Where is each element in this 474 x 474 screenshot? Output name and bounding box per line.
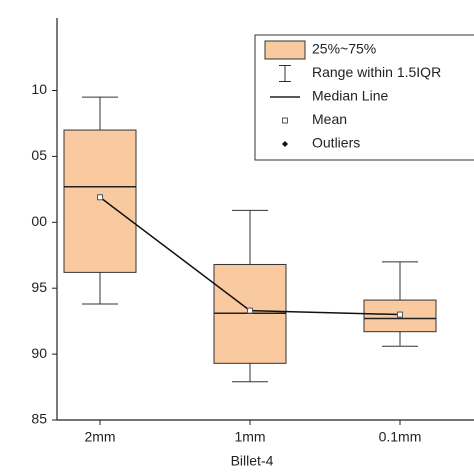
mean-marker <box>397 311 403 318</box>
y-tick-label: 00 <box>31 213 47 229</box>
y-tick-label: 10 <box>31 81 47 97</box>
x-axis-label: Billet-4 <box>231 453 274 469</box>
x-tick-label: 1mm <box>234 429 265 445</box>
legend-label: Mean <box>312 111 347 127</box>
legend-outlier <box>282 141 288 147</box>
legend-label: 25%~75% <box>312 41 376 57</box>
legend-label: Range within 1.5IQR <box>312 64 441 80</box>
legend-swatch <box>264 40 306 60</box>
y-tick-label: 85 <box>31 411 47 427</box>
legend-label: Outliers <box>312 135 360 151</box>
x-tick-label: 2mm <box>84 429 115 445</box>
y-tick-label: 95 <box>31 279 47 295</box>
box <box>63 129 137 273</box>
x-tick-label: 0.1mm <box>379 429 422 445</box>
y-tick-label: 90 <box>31 345 47 361</box>
legend-range <box>279 65 291 82</box>
y-tick-label: 05 <box>31 147 47 163</box>
legend-mean <box>282 117 288 124</box>
mean-marker <box>97 194 103 201</box>
legend-label: Median Line <box>312 88 388 104</box>
mean-marker <box>247 307 253 314</box>
